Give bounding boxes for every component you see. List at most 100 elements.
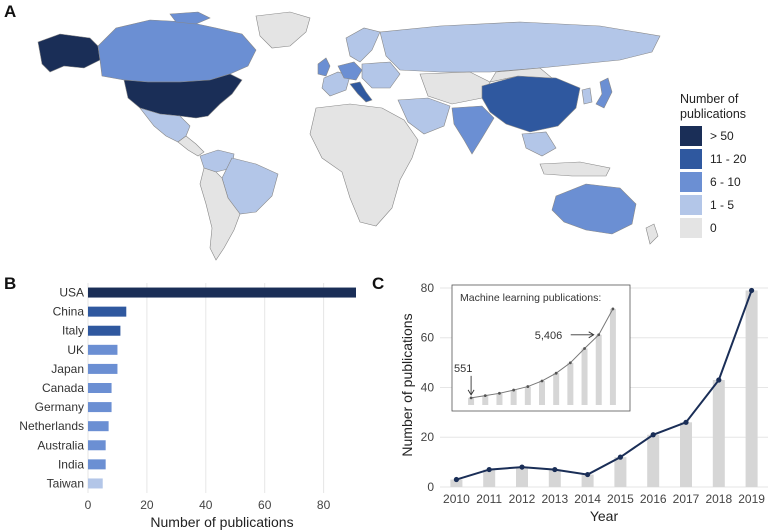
inset-bar	[496, 393, 503, 405]
inset-bar	[581, 348, 588, 405]
b-x-tick-label: 0	[85, 498, 92, 512]
inset-title: Machine learning publications:	[460, 292, 601, 304]
map-indonesia	[539, 161, 611, 177]
c-point-2018	[716, 377, 722, 383]
c-x-tick-label: 2012	[509, 492, 536, 506]
c-point-2015	[617, 454, 623, 460]
panel-label-c: C	[372, 274, 385, 293]
legend-title-line-2: publications	[680, 107, 747, 121]
map-scandinavia	[345, 27, 381, 63]
inset-bar	[468, 397, 475, 405]
panel-label-b: B	[4, 274, 17, 293]
map-japan	[595, 77, 613, 109]
map-uk	[317, 57, 331, 77]
map-alaska	[37, 33, 101, 73]
c-bar-2018	[712, 380, 725, 487]
c-bars	[450, 290, 758, 487]
inset-bar	[567, 362, 574, 405]
inset-point	[540, 379, 544, 383]
b-category-label: China	[53, 305, 85, 319]
legend-swatch	[680, 195, 702, 215]
c-line-path	[456, 290, 753, 481]
legend-item: > 50	[680, 125, 746, 147]
bar-germany	[88, 402, 112, 413]
inset-point	[597, 333, 601, 337]
legend-swatch	[680, 218, 702, 238]
c-x-axis-label: Year	[590, 508, 619, 524]
c-x-tick-label: 2014	[574, 492, 601, 506]
c-point-2019	[749, 287, 755, 294]
legend-label: 11 - 20	[710, 152, 747, 166]
legend-swatch	[680, 126, 702, 146]
c-x-tick-label: 2019	[738, 492, 765, 506]
inset-point	[483, 394, 487, 398]
c-point-2012	[519, 464, 525, 470]
b-category-label: India	[58, 457, 84, 471]
b-category-label: Germany	[35, 400, 84, 414]
c-x-tick-label: 2015	[607, 492, 634, 506]
bar-uk	[88, 344, 118, 355]
legend-item: 11 - 20	[680, 148, 746, 170]
legend-item: 0	[680, 217, 746, 239]
map-greenland	[255, 11, 311, 49]
b-category-label: Italy	[62, 324, 84, 338]
inset-point	[512, 388, 516, 392]
inset-point	[498, 391, 501, 395]
c-y-tick-label: 20	[421, 430, 435, 444]
c-bar-2016	[647, 434, 660, 487]
b-bars	[88, 287, 356, 489]
c-bar-2017	[680, 422, 692, 487]
map-legend: Number of publications > 50 11 - 20 6 - …	[680, 92, 746, 239]
b-category-label: Taiwan	[47, 476, 84, 490]
country-bar-chart: USA China Italy UK Japan Canada Germany Netherl…	[19, 283, 356, 530]
inset-point	[583, 347, 586, 350]
inset-bar	[609, 308, 616, 405]
c-point-2010	[453, 476, 459, 483]
inset-bar	[510, 390, 517, 405]
map-southeast-asia	[521, 131, 557, 157]
c-bar-2010	[450, 479, 463, 487]
c-y-axis-label: Number of publications	[399, 313, 415, 456]
inset-point	[611, 307, 615, 311]
c-tick-labels: 0 20 40 60 80 2010 2011 2012 2013 2014 2015 2016 201…	[421, 281, 766, 506]
c-point-2013	[552, 466, 558, 473]
map-india	[451, 105, 495, 155]
b-category-labels: USA China Italy UK Japan Canada Germany Netherl…	[19, 286, 84, 491]
bar-australia	[88, 440, 106, 451]
c-y-tick-label: 0	[427, 480, 434, 494]
c-y-tick-label: 40	[421, 380, 435, 394]
map-europe-east	[361, 61, 401, 89]
b-category-label: USA	[59, 286, 84, 300]
map-europe-west	[321, 71, 351, 97]
legend-item: 6 - 10	[680, 171, 746, 193]
legend-label: 0	[710, 221, 717, 235]
inset-annotation-first: 551	[454, 363, 472, 375]
bar-italy	[88, 325, 121, 336]
b-x-tick-label: 20	[140, 498, 154, 512]
legend-item: 1 - 5	[680, 194, 746, 216]
inset-bar	[524, 386, 531, 405]
map-middle-east	[397, 97, 451, 135]
c-x-tick-label: 2011	[476, 492, 502, 506]
c-bar-2019	[745, 290, 758, 487]
bar-japan	[88, 363, 118, 374]
legend-label: 1 - 5	[710, 198, 735, 212]
c-x-tick-label: 2017	[673, 492, 700, 506]
map-korea	[581, 87, 593, 105]
inset-bar	[539, 380, 545, 405]
legend-swatch	[680, 149, 702, 169]
b-category-label: Netherlands	[19, 419, 84, 433]
b-category-label: Japan	[51, 362, 84, 376]
c-point-2017	[683, 419, 689, 425]
bar-taiwan	[88, 478, 103, 489]
b-x-axis-label: Number of publications	[150, 514, 293, 530]
map-canada	[97, 19, 257, 83]
inset-point	[554, 371, 558, 375]
map-germany	[337, 61, 363, 81]
legend-swatch	[680, 172, 702, 192]
map-mongolia	[489, 67, 553, 83]
c-point-2014	[585, 471, 591, 478]
legend-label: 6 - 10	[710, 175, 741, 189]
inset-bar	[553, 373, 560, 405]
b-category-label: UK	[67, 343, 84, 357]
